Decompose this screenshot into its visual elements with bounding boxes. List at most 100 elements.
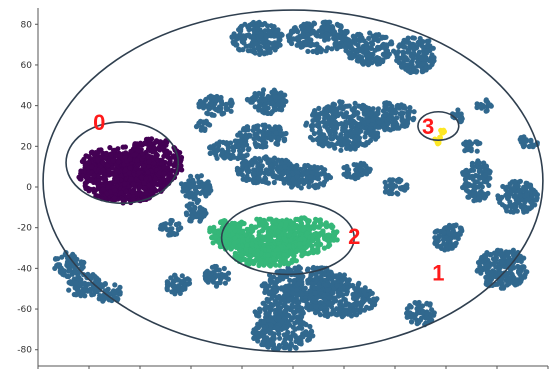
scatter-point xyxy=(415,40,421,46)
scatter-point xyxy=(482,172,488,178)
scatter-point xyxy=(365,129,371,136)
scatter-point xyxy=(500,183,506,190)
scatter-point xyxy=(329,46,335,52)
scatter-point xyxy=(179,273,185,279)
scatter-point xyxy=(394,115,400,121)
scatter-point xyxy=(310,137,316,143)
scatter-point xyxy=(325,32,331,38)
scatter-point xyxy=(353,171,359,177)
scatter-point xyxy=(261,324,267,330)
scatter-point xyxy=(66,287,72,293)
scatter-point xyxy=(524,192,530,198)
scatter-point xyxy=(343,119,349,125)
scatter-point xyxy=(128,148,134,154)
scatter-point xyxy=(265,93,271,100)
scatter-point xyxy=(474,179,480,185)
scatter-point xyxy=(315,115,322,121)
scatter-point xyxy=(241,40,247,46)
scatter-point xyxy=(348,174,354,180)
scatter-point xyxy=(251,335,257,341)
scatter-point xyxy=(507,189,513,195)
scatter-point xyxy=(166,232,172,238)
scatter-point xyxy=(421,52,427,58)
scatter-point xyxy=(305,337,311,343)
scatter-point xyxy=(185,276,191,282)
scatter-point xyxy=(515,263,521,270)
scatter-point xyxy=(523,269,529,275)
scatter-point xyxy=(347,310,353,316)
scatter-point xyxy=(314,122,320,129)
scatter-point xyxy=(183,193,189,199)
scatter-point xyxy=(98,154,105,160)
scatter-point xyxy=(322,140,328,146)
scatter-point xyxy=(282,92,288,98)
scatter-point xyxy=(126,193,132,199)
scatter-point xyxy=(187,201,193,207)
scatter-point xyxy=(400,51,406,57)
scatter-point xyxy=(336,23,342,29)
scatter-point xyxy=(95,156,101,163)
scatter-point xyxy=(268,135,274,141)
scatter-point xyxy=(139,150,145,157)
scatter-point xyxy=(253,325,259,331)
scatter-point xyxy=(196,179,202,185)
scatter-point xyxy=(394,54,400,60)
scatter-point xyxy=(516,188,523,194)
scatter-point xyxy=(356,36,362,43)
scatter-point xyxy=(311,131,317,137)
scatter-point xyxy=(196,184,203,190)
scatter-point xyxy=(499,259,505,265)
scatter-point xyxy=(331,29,338,35)
scatter-point xyxy=(275,157,281,163)
scatter-point xyxy=(344,291,350,297)
scatter-point xyxy=(279,32,285,38)
scatter-point xyxy=(370,133,376,140)
y-tick-label: 20 xyxy=(21,142,33,152)
scatter-point xyxy=(198,126,205,132)
scatter-point xyxy=(276,331,282,337)
scatter-point xyxy=(259,22,266,28)
scatter-point xyxy=(408,60,414,66)
scatter-point xyxy=(106,158,112,164)
scatter-point xyxy=(346,41,352,47)
scatter-point xyxy=(105,184,111,190)
scatter-point xyxy=(424,43,430,50)
scatter-point xyxy=(324,26,330,32)
scatter-point xyxy=(103,151,109,157)
scatter-point xyxy=(367,51,373,58)
scatter-point xyxy=(354,47,360,53)
scatter-point xyxy=(323,135,329,141)
scatter-point xyxy=(262,50,268,56)
scatter-point xyxy=(337,99,343,105)
scatter-point xyxy=(296,264,302,270)
scatter-point xyxy=(263,311,269,317)
scatter-point xyxy=(483,163,489,169)
scatter-point xyxy=(352,285,358,292)
scatter-point xyxy=(344,29,350,35)
scatter-point xyxy=(307,288,313,294)
scatter-point xyxy=(223,106,229,112)
scatter-point xyxy=(280,294,286,300)
scatter-point xyxy=(347,131,354,137)
scatter-point xyxy=(289,302,295,308)
scatter-point xyxy=(165,154,171,160)
scatter-point xyxy=(468,167,474,173)
scatter-point xyxy=(208,93,214,99)
scatter-point xyxy=(352,136,358,143)
y-tick-label: -20 xyxy=(17,224,32,234)
scatter-point xyxy=(502,203,508,210)
scatter-point xyxy=(318,304,324,310)
scatter-point xyxy=(73,280,79,286)
scatter-point xyxy=(171,161,177,168)
scatter-point xyxy=(81,260,87,266)
scatter-point xyxy=(324,125,331,131)
scatter-point xyxy=(289,184,295,190)
scatter-point xyxy=(279,318,285,325)
scatter-point xyxy=(280,285,287,291)
scatter-point xyxy=(305,332,311,339)
scatter-point xyxy=(294,35,300,41)
scatter-point xyxy=(141,163,147,169)
scatter-point xyxy=(399,110,405,116)
scatter-point xyxy=(334,110,340,116)
scatter-point xyxy=(375,110,381,117)
